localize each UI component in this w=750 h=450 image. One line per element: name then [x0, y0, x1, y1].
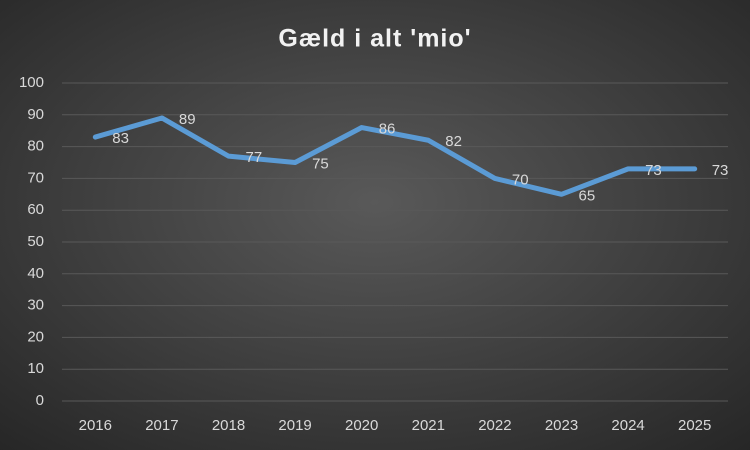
data-label: 75: [312, 155, 329, 172]
data-label: 73: [645, 162, 662, 179]
y-tick-label: 50: [27, 233, 44, 250]
y-tick-label: 30: [27, 297, 44, 314]
x-tick-label: 2025: [678, 417, 711, 434]
data-label: 65: [579, 187, 596, 204]
y-tick-label: 10: [27, 360, 44, 377]
x-tick-label: 2023: [545, 417, 578, 434]
y-tick-label: 90: [27, 106, 44, 123]
data-label: 83: [112, 130, 129, 147]
x-tick-label: 2017: [145, 417, 178, 434]
data-label: 70: [512, 171, 529, 188]
data-label: 77: [246, 149, 263, 166]
x-tick-label: 2021: [412, 417, 445, 434]
x-tick-label: 2022: [478, 417, 511, 434]
x-tick-label: 2016: [79, 417, 112, 434]
y-tick-label: 100: [19, 74, 44, 91]
data-label: 82: [445, 133, 462, 150]
x-tick-label: 2020: [345, 417, 378, 434]
data-label: 86: [379, 120, 396, 137]
y-tick-label: 0: [36, 392, 44, 409]
y-tick-label: 80: [27, 138, 44, 155]
y-tick-label: 60: [27, 201, 44, 218]
series-line: [92, 115, 698, 197]
x-tick-label: 2018: [212, 417, 245, 434]
data-label: 73: [712, 162, 729, 179]
x-tick-label: 2024: [611, 417, 644, 434]
y-tick-label: 20: [27, 328, 44, 345]
y-tick-label: 40: [27, 265, 44, 282]
x-tick-label: 2019: [278, 417, 311, 434]
chart-title: Gæld i alt 'mio': [278, 25, 471, 53]
data-label: 89: [179, 111, 196, 128]
y-tick-label: 70: [27, 169, 44, 186]
